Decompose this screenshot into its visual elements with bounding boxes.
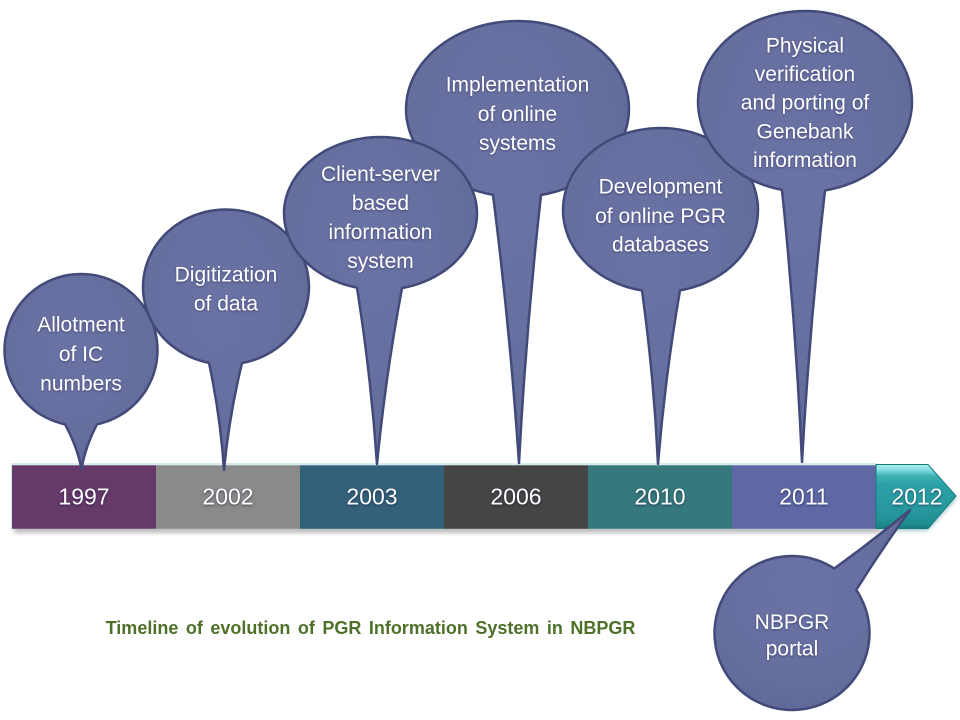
svg-text:portal: portal: [766, 637, 819, 660]
svg-text:of online: of online: [478, 103, 557, 126]
svg-text:information: information: [753, 149, 857, 172]
svg-text:information: information: [329, 221, 433, 244]
svg-text:of data: of data: [194, 292, 259, 315]
svg-text:Implementation: Implementation: [446, 73, 590, 96]
svg-text:numbers: numbers: [40, 372, 122, 395]
svg-text:of online PGR: of online PGR: [595, 205, 726, 228]
svg-text:2010: 2010: [634, 484, 685, 510]
svg-text:databases: databases: [612, 233, 709, 256]
svg-text:2003: 2003: [346, 484, 397, 510]
svg-text:Physical: Physical: [766, 34, 844, 57]
svg-text:based: based: [352, 192, 409, 215]
svg-text:Genebank: Genebank: [757, 120, 854, 143]
svg-text:2011: 2011: [779, 484, 828, 510]
svg-text:Allotment: Allotment: [37, 313, 125, 336]
svg-text:1997: 1997: [58, 484, 109, 510]
svg-text:Development: Development: [599, 175, 723, 198]
svg-text:of IC: of IC: [59, 343, 103, 366]
svg-text:Client-server: Client-server: [321, 163, 440, 186]
svg-text:system: system: [347, 250, 414, 273]
svg-text:verification: verification: [755, 63, 855, 86]
svg-text:NBPGR: NBPGR: [755, 611, 830, 634]
svg-text:and porting of: and porting of: [741, 91, 870, 114]
svg-text:2002: 2002: [202, 484, 253, 510]
svg-text:Digitization: Digitization: [175, 263, 278, 286]
svg-text:2012: 2012: [891, 484, 942, 510]
svg-text:Timeline of evolution of PGR I: Timeline of evolution of PGR Information…: [106, 618, 636, 638]
svg-text:2006: 2006: [490, 484, 541, 510]
svg-text:systems: systems: [479, 132, 556, 155]
